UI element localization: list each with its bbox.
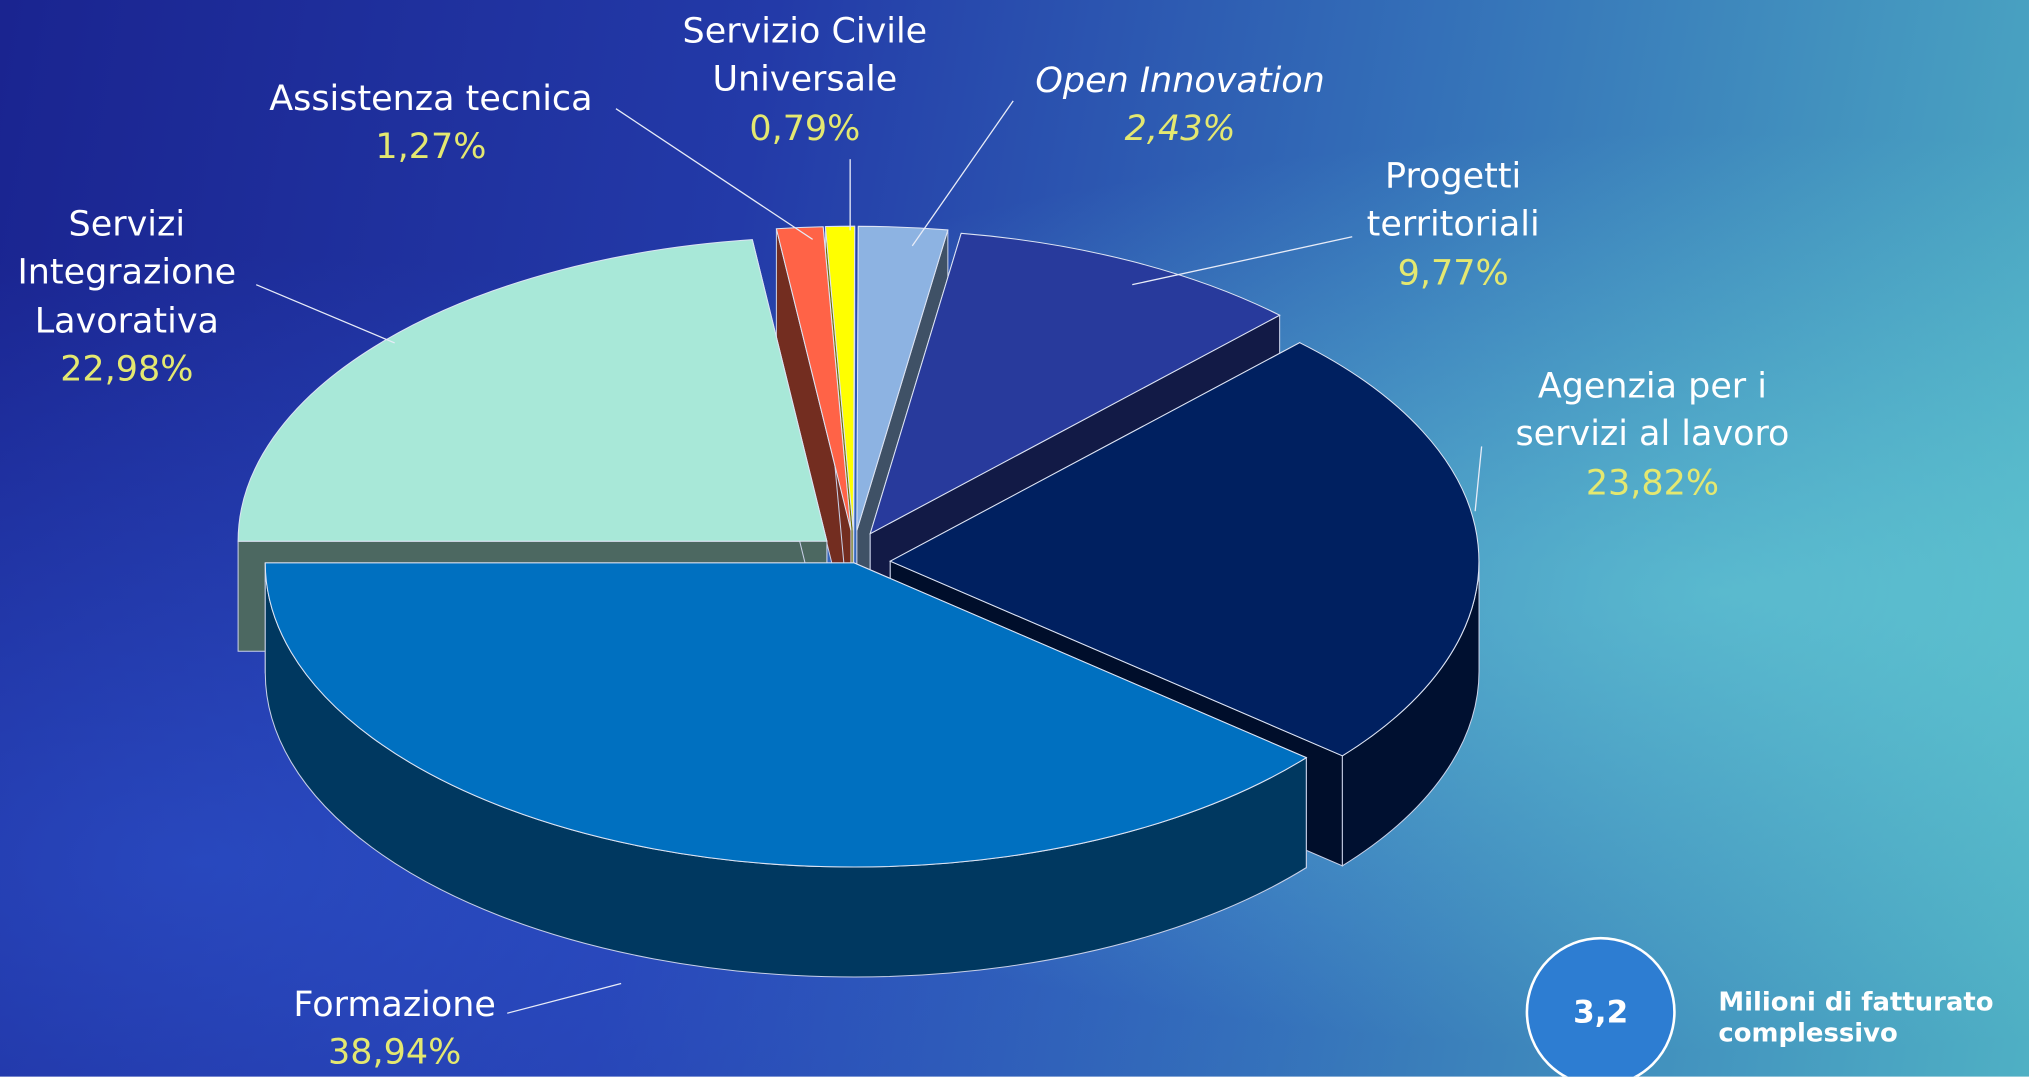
leader-line (1474, 446, 1483, 512)
value-label: 1,27% (375, 127, 487, 168)
slice-label: Servizio Civile Universale 0,79% (656, 8, 954, 153)
category-label: Servizi Integrazione Lavorativa (17, 204, 237, 341)
slice-label: Open Innovation 2,43% (999, 57, 1361, 153)
leader-line (1132, 236, 1353, 286)
category-label: Servizio Civile Universale (682, 11, 928, 100)
value-label: 38,94% (328, 1032, 462, 1074)
leader-line (911, 100, 1014, 247)
slice-label: Assistenza tecnica 1,27% (243, 75, 618, 171)
category-label: Assistenza tecnica (269, 78, 593, 120)
slice (264, 562, 1308, 868)
slice (889, 342, 1480, 757)
value-label: 0,79% (749, 108, 861, 149)
slice (856, 225, 949, 531)
slice (869, 232, 1281, 535)
value-label: 23,82% (1585, 462, 1720, 503)
leader-line (615, 108, 813, 240)
total-caption: Milioni di fatturato complessivo (1718, 986, 1994, 1049)
leader-line (507, 982, 622, 1014)
slice-label: Servizi Integrazione Lavorativa 22,98% (4, 201, 250, 394)
category-label: Agenzia per i servizi al lavoro (1515, 366, 1790, 455)
value-label: 9,77% (1397, 252, 1509, 294)
slice-label: Agenzia per i servizi al lavoro 23,82% (1484, 362, 1820, 507)
value-label: 2,43% (1124, 109, 1236, 150)
category-label: Formazione (293, 984, 496, 1025)
slice (237, 239, 828, 542)
category-label: Progetti territoriali (1366, 156, 1540, 245)
category-label: Open Innovation (1035, 60, 1325, 101)
slice-label: Progetti territoriali 9,77% (1337, 153, 1570, 298)
leader-line (255, 284, 395, 344)
value-label: 22,98% (60, 349, 194, 390)
slice (824, 225, 856, 531)
total-badge: 3,2 (1525, 936, 1676, 1077)
slice (775, 226, 852, 531)
slice-label: Formazione 38,94% (252, 981, 537, 1077)
